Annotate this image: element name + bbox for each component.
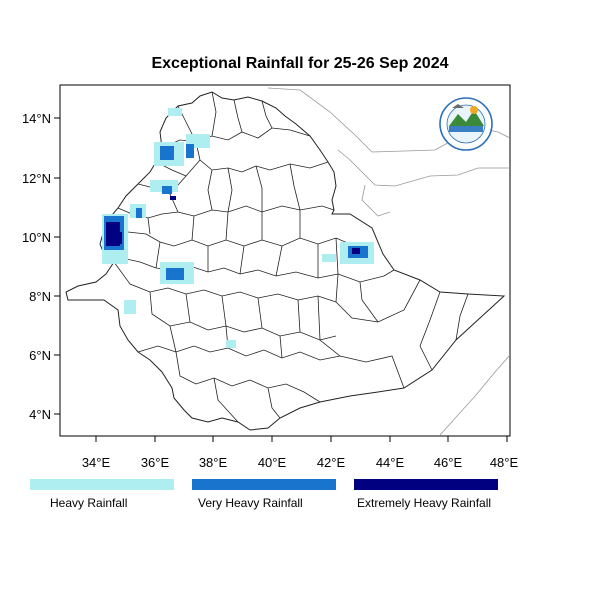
meteorology-institute-logo	[439, 97, 493, 151]
map-title: Exceptional Rainfall for 25-26 Sep 2024	[151, 55, 449, 72]
x-axis-ticks	[95, 436, 508, 442]
legend-label-heavy: Heavy Rainfall	[50, 496, 128, 510]
x-tick-label: 46°E	[434, 455, 463, 470]
y-tick-label: 8°N	[29, 289, 51, 304]
y-tick-label: 12°N	[22, 171, 51, 186]
map-frame	[59, 84, 511, 437]
y-tick-label: 10°N	[22, 230, 51, 245]
legend-label-very-heavy: Very Heavy Rainfall	[198, 496, 303, 510]
x-tick-label: 38°E	[199, 455, 228, 470]
y-tick-label: 14°N	[22, 111, 51, 126]
legend-swatch-extremely-heavy	[354, 479, 498, 490]
y-axis-ticks	[54, 117, 60, 415]
zone-boundaries	[103, 91, 469, 423]
x-axis-labels: 34°E 36°E 38°E 40°E 42°E 44°E 46°E 48°E	[82, 455, 519, 470]
extremely-heavy-rainfall-areas	[106, 196, 360, 254]
x-tick-label: 48°E	[490, 455, 519, 470]
legend-swatch-heavy	[30, 479, 174, 490]
x-tick-label: 44°E	[376, 455, 405, 470]
y-tick-label: 6°N	[29, 348, 51, 363]
x-tick-label: 42°E	[317, 455, 346, 470]
country-outline	[65, 91, 506, 431]
x-tick-label: 34°E	[82, 455, 111, 470]
y-tick-label: 4°N	[29, 407, 51, 422]
legend-label-extremely-heavy: Extremely Heavy Rainfall	[357, 496, 492, 510]
x-tick-label: 36°E	[141, 455, 170, 470]
legend-swatch-very-heavy	[192, 479, 336, 490]
y-axis-labels: 14°N 12°N 10°N 8°N 6°N 4°N	[22, 111, 51, 422]
x-tick-label: 40°E	[258, 455, 287, 470]
